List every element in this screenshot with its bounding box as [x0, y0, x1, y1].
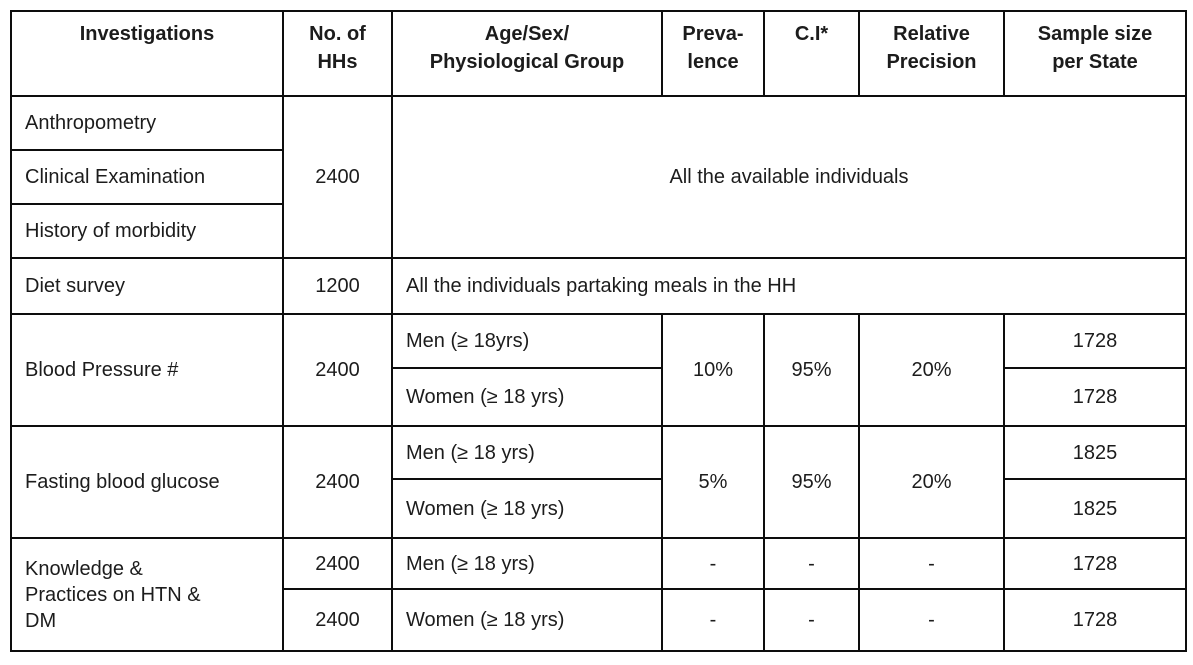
- cell-ci-bp: 95%: [763, 313, 860, 427]
- cell-group-bp-men: Men (≥ 18yrs): [391, 313, 663, 369]
- row-fasting-glucose-women: Women (≥ 18 yrs) 1825: [11, 478, 1187, 539]
- row-blood-pressure-men: Blood Pressure # 2400 Men (≥ 18yrs) 10% …: [10, 313, 1187, 427]
- cell-relative-precision-kp-men: -: [858, 537, 1005, 590]
- cell-group-all-available: All the available individuals: [391, 95, 1187, 259]
- cell-prevalence-kp-men: -: [661, 537, 765, 590]
- survey-sampling-table: Investigations No. of HHs Age/Sex/ Physi…: [10, 10, 1187, 652]
- row-history-of-morbidity: History of morbidity: [10, 203, 1186, 259]
- row-knowledge-practices-women: 2400 Women (≥ 18 yrs) - - - 1728: [11, 588, 1187, 652]
- cell-prevalence-kp-women: -: [661, 588, 765, 652]
- header-investigations: Investigations: [10, 10, 284, 97]
- cell-ci-kp-women: -: [763, 588, 860, 652]
- cell-investigation-blood-pressure: Blood Pressure #: [10, 313, 284, 427]
- header-prevalence: Preva- lence: [661, 10, 765, 97]
- cell-prevalence-bp: 10%: [661, 313, 765, 427]
- cell-group-kp-men: Men (≥ 18 yrs): [391, 537, 663, 590]
- cell-relative-precision-bp: 20%: [858, 313, 1005, 427]
- cell-group-fbg-women: Women (≥ 18 yrs): [391, 478, 663, 539]
- cell-sample-kp-women: 1728: [1003, 588, 1187, 652]
- cell-investigation-clinical: Clinical Examination: [10, 149, 284, 205]
- cell-prevalence-fbg: 5%: [661, 425, 765, 539]
- cell-hhs-kp-men: 2400: [282, 537, 393, 590]
- cell-group-kp-women: Women (≥ 18 yrs): [391, 588, 663, 652]
- cell-relative-precision-kp-women: -: [858, 588, 1005, 652]
- cell-hhs-fasting-glucose: 2400: [282, 425, 393, 539]
- row-clinical-examination: Clinical Examination: [10, 149, 1186, 205]
- cell-sample-kp-men: 1728: [1003, 537, 1187, 590]
- cell-group-fbg-men: Men (≥ 18 yrs): [391, 425, 663, 480]
- header-no-of-hhs: No. of HHs: [282, 10, 393, 97]
- cell-group-bp-women: Women (≥ 18 yrs): [391, 367, 663, 427]
- header-age-sex-group: Age/Sex/ Physiological Group: [391, 10, 663, 97]
- cell-ci-kp-men: -: [763, 537, 860, 590]
- row-fasting-glucose-men: Fasting blood glucose 2400 Men (≥ 18 yrs…: [10, 425, 1187, 539]
- row-diet-survey: Diet survey 1200 All the individuals par…: [10, 257, 1187, 315]
- row-anthropometry: Anthropometry 2400 All the available ind…: [10, 95, 1187, 259]
- cell-investigation-history: History of morbidity: [10, 203, 284, 259]
- cell-hhs-group1: 2400: [282, 95, 393, 259]
- cell-investigation-fasting-glucose: Fasting blood glucose: [10, 425, 284, 539]
- header-row: Investigations No. of HHs Age/Sex/ Physi…: [10, 10, 1187, 97]
- cell-group-diet: All the individuals partaking meals in t…: [391, 257, 1187, 315]
- header-relative-precision: Relative Precision: [858, 10, 1005, 97]
- header-sample-size: Sample size per State: [1003, 10, 1187, 97]
- cell-investigation-diet: Diet survey: [10, 257, 284, 315]
- header-ci: C.I*: [763, 10, 860, 97]
- row-knowledge-practices-men: Knowledge & Practices on HTN & DM 2400 M…: [10, 537, 1187, 652]
- cell-sample-fbg-men: 1825: [1003, 425, 1187, 480]
- cell-relative-precision-fbg: 20%: [858, 425, 1005, 539]
- row-blood-pressure-women: Women (≥ 18 yrs) 1728: [11, 367, 1187, 427]
- cell-hhs-blood-pressure: 2400: [282, 313, 393, 427]
- cell-investigation-anthropometry: Anthropometry: [10, 95, 284, 151]
- cell-hhs-kp-women: 2400: [282, 588, 393, 652]
- cell-sample-fbg-women: 1825: [1003, 478, 1187, 539]
- cell-investigation-knowledge-practices: Knowledge & Practices on HTN & DM: [10, 537, 284, 652]
- cell-sample-bp-men: 1728: [1003, 313, 1187, 369]
- cell-hhs-diet: 1200: [282, 257, 393, 315]
- cell-ci-fbg: 95%: [763, 425, 860, 539]
- cell-sample-bp-women: 1728: [1003, 367, 1187, 427]
